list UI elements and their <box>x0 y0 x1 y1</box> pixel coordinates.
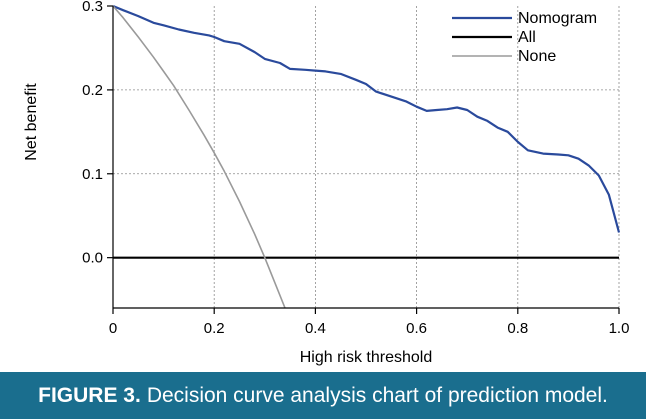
caption-label: FIGURE 3. <box>38 383 141 407</box>
x-tick-label-0: 0 <box>109 320 117 337</box>
legend-label-none: None <box>518 48 556 65</box>
x-ticks: 0 0.2 0.4 0.6 0.8 1.0 <box>109 308 630 337</box>
legend: Nomogram All None <box>452 10 597 65</box>
caption-text: Decision curve analysis chart of predict… <box>146 383 608 407</box>
figure-caption: FIGURE 3. Decision curve analysis chart … <box>0 372 646 419</box>
series-line-none <box>112 5 286 309</box>
grid-lines <box>113 6 620 308</box>
decision-curve-chart: 0 0.2 0.4 0.6 0.8 1.0 0.0 0.1 0.2 0.3 High risk … <box>23 0 630 366</box>
y-ticks: 0.0 0.1 0.2 0.3 <box>82 0 113 267</box>
y-tick-label-1: 0.1 <box>82 166 103 183</box>
y-axis-title: Net benefit <box>23 83 40 161</box>
x-tick-label-3: 0.6 <box>406 320 427 337</box>
y-tick-label-2: 0.2 <box>82 82 103 99</box>
x-tick-label-1: 0.2 <box>204 320 225 337</box>
series-lines <box>112 4 621 309</box>
x-tick-label-2: 0.4 <box>305 320 326 337</box>
legend-label-all: All <box>518 29 536 46</box>
x-axis-title: High risk threshold <box>300 349 433 366</box>
series-line-nomogram <box>112 4 621 233</box>
x-tick-label-4: 0.8 <box>507 320 528 337</box>
legend-label-nomogram: Nomogram <box>518 10 597 27</box>
y-tick-label-0: 0.0 <box>82 250 103 267</box>
y-tick-label-3: 0.3 <box>82 0 103 15</box>
x-tick-label-5: 1.0 <box>609 320 630 337</box>
chart-area: 0 0.2 0.4 0.6 0.8 1.0 0.0 0.1 0.2 0.3 High risk … <box>23 0 630 366</box>
